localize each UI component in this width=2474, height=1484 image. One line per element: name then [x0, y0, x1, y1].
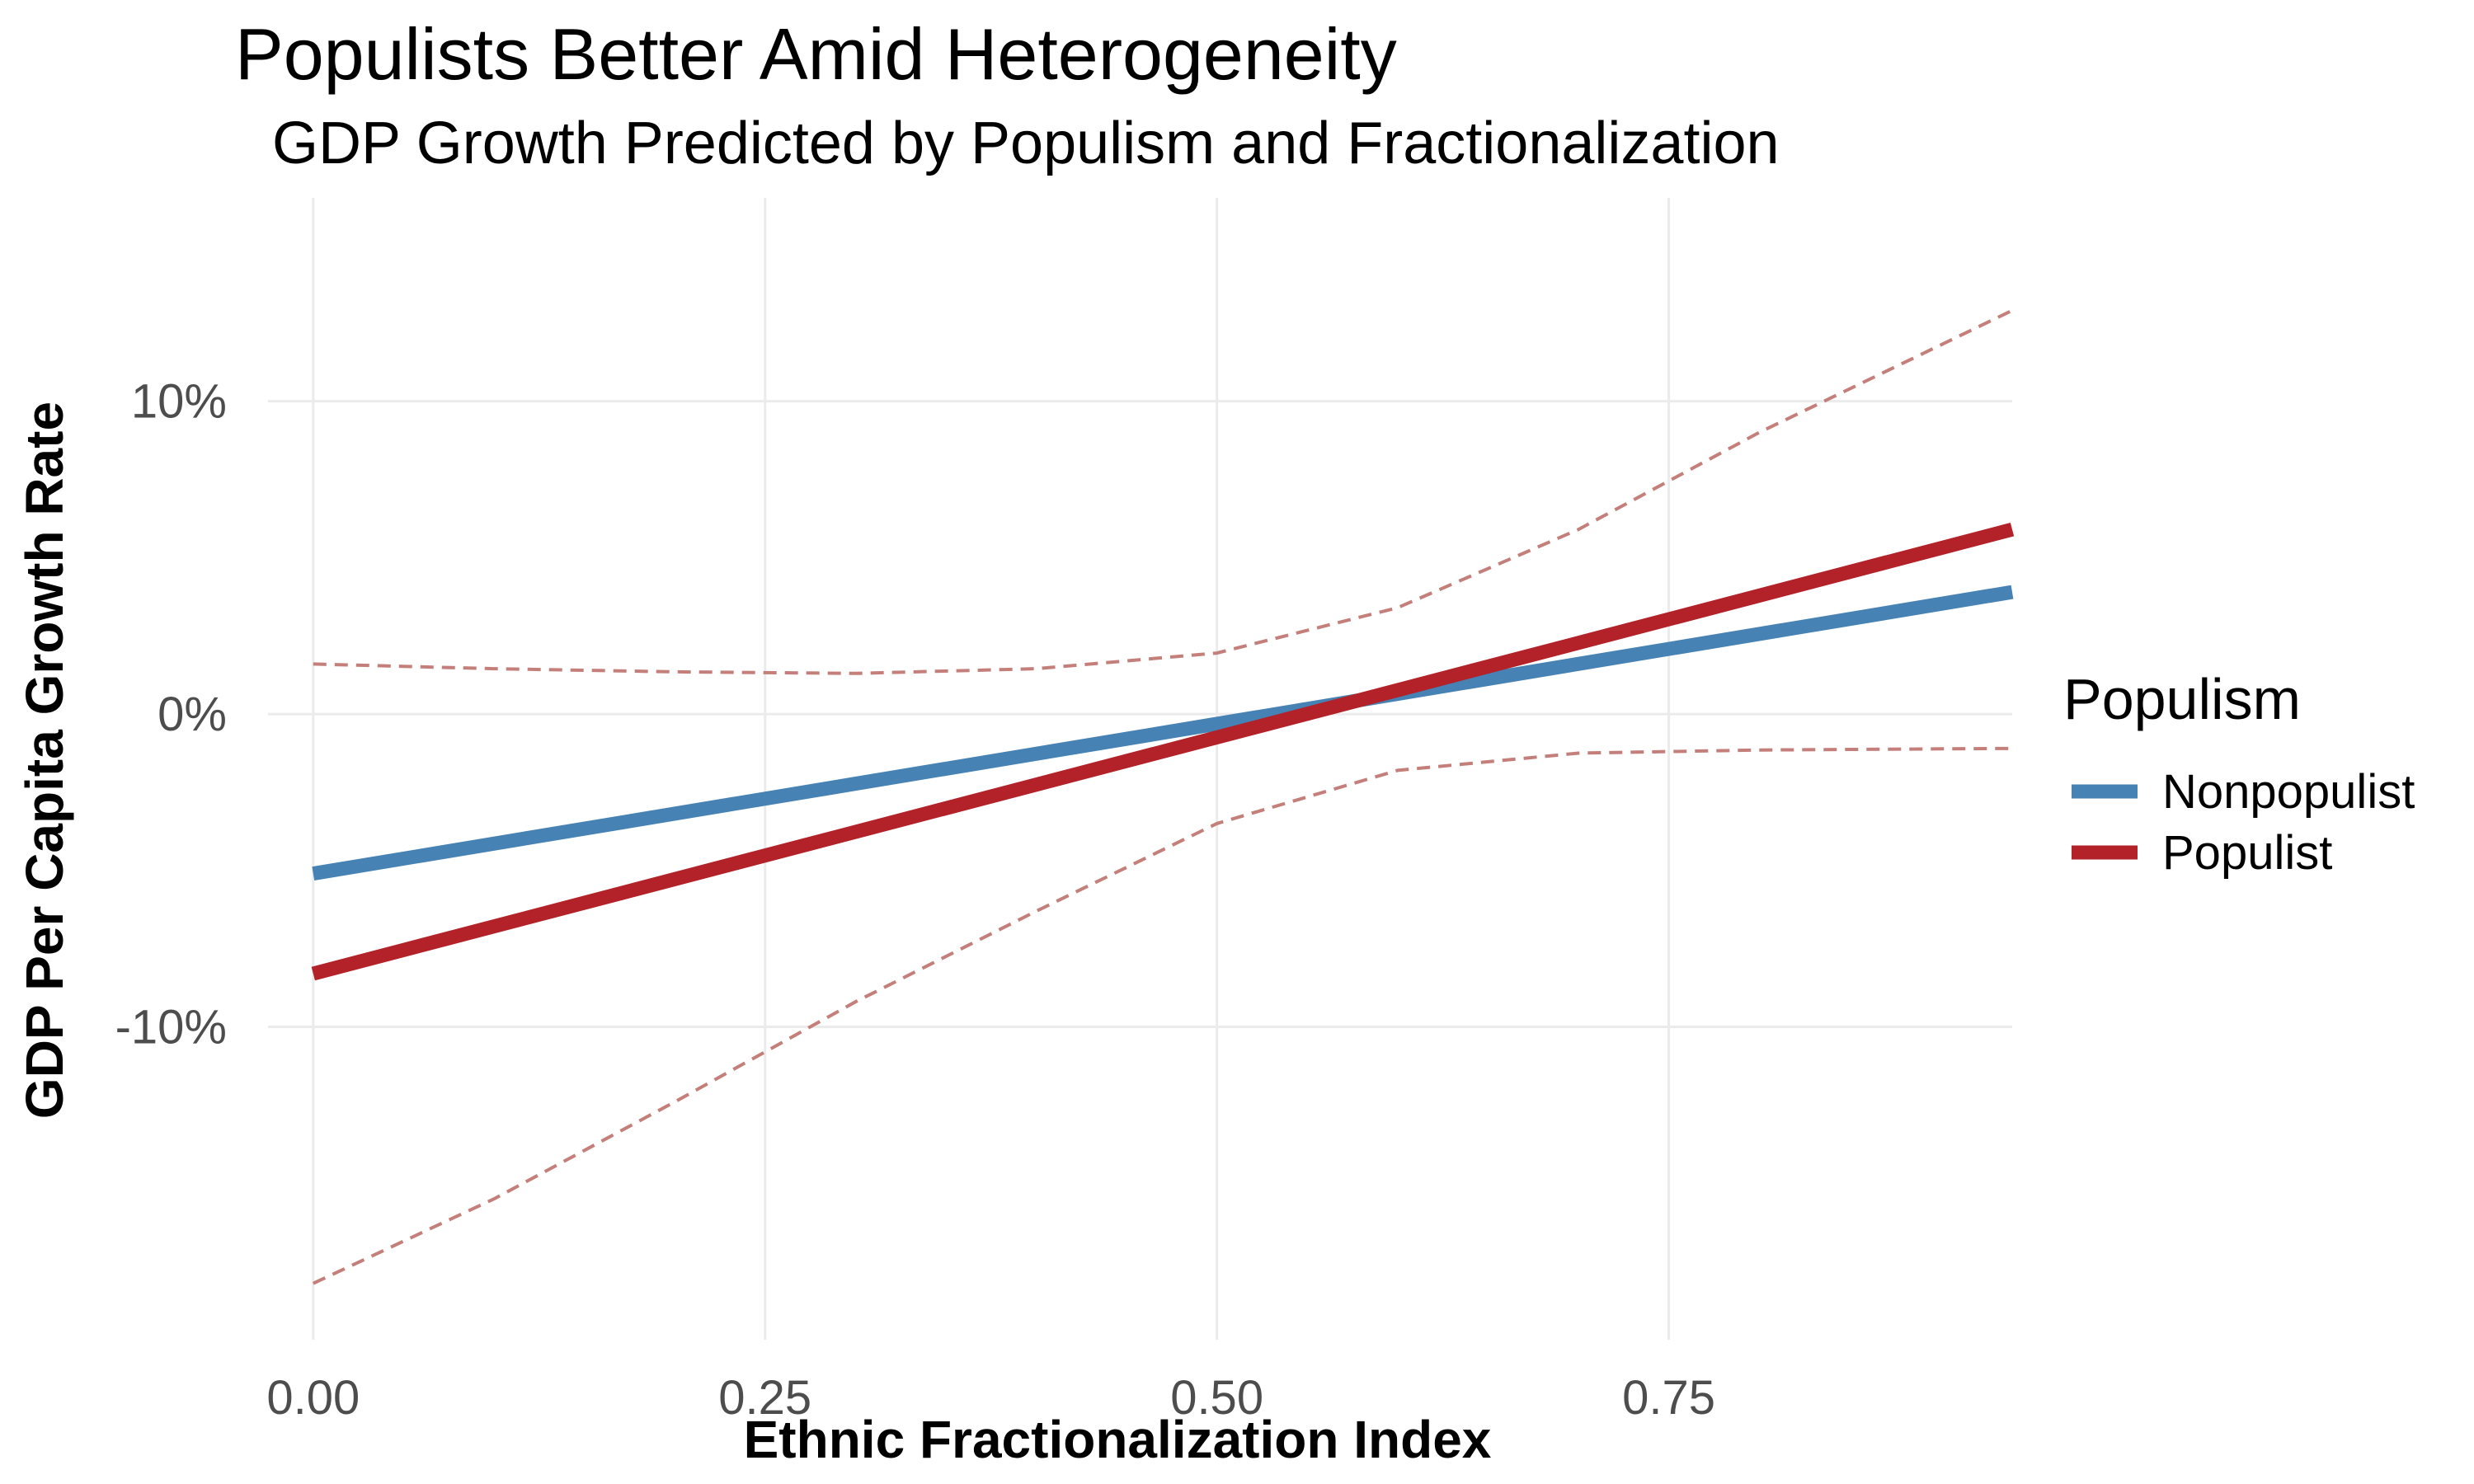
confidence-upper-line [313, 308, 2013, 675]
x-axis-title: Ethnic Fractionalization Index [744, 1410, 1492, 1469]
y-axis-tick-labels: -10% 0% 10% [115, 375, 227, 1054]
legend-items: Nonpopulist Populist [2072, 765, 2415, 880]
y-tick-label: -10% [115, 1001, 227, 1054]
series-line-populist [311, 522, 2015, 981]
x-tick-label: 0.50 [1170, 1371, 1263, 1425]
legend: Populism Nonpopulist Populist [2063, 667, 2415, 880]
x-tick-label: 0.75 [1622, 1371, 1715, 1425]
chart-title: Populists Better Amid Heterogeneity [235, 13, 1397, 95]
x-axis-tick-labels: 0.00 0.25 0.50 0.75 [266, 1371, 1715, 1425]
series-line-nonpopulist [312, 585, 2014, 881]
series-lines [311, 522, 2015, 981]
legend-label-nonpopulist: Nonpopulist [2162, 765, 2415, 819]
legend-label-populist: Populist [2162, 826, 2332, 880]
grid-lines [268, 198, 2012, 1340]
confidence-lower-line [312, 746, 2013, 1285]
legend-title: Populism [2063, 667, 2301, 731]
y-tick-label: 10% [131, 375, 227, 429]
y-tick-label: 0% [158, 688, 227, 741]
x-tick-label: 0.25 [718, 1371, 811, 1425]
x-tick-label: 0.00 [266, 1371, 360, 1425]
y-axis-title: GDP Per Capita Growth Rate [15, 402, 74, 1119]
confidence-band [312, 308, 2013, 1285]
chart-subtitle: GDP Growth Predicted by Populism and Fra… [272, 110, 1780, 176]
